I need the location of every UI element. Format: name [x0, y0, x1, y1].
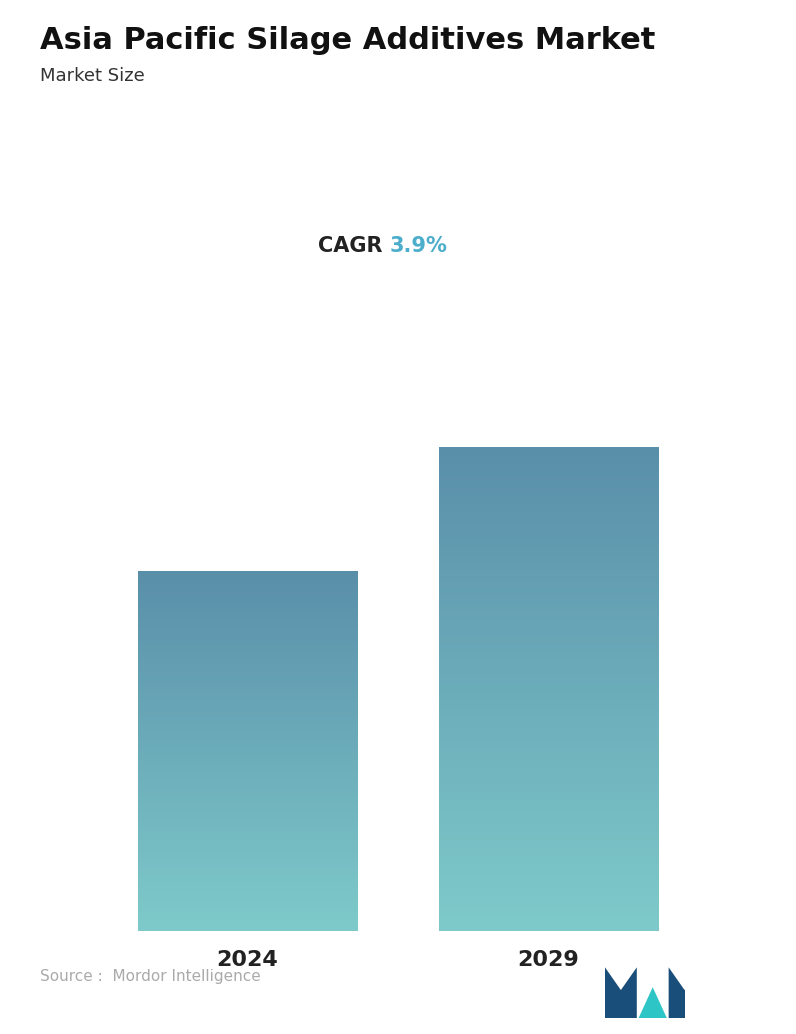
Text: Asia Pacific Silage Additives Market: Asia Pacific Silage Additives Market — [40, 26, 655, 55]
Text: Source :  Mordor Intelligence: Source : Mordor Intelligence — [40, 969, 260, 984]
Text: 3.9%: 3.9% — [390, 236, 448, 256]
Text: Market Size: Market Size — [40, 67, 145, 85]
Polygon shape — [669, 968, 700, 1018]
Polygon shape — [605, 968, 637, 1018]
Polygon shape — [638, 987, 667, 1018]
Text: CAGR: CAGR — [318, 236, 382, 256]
